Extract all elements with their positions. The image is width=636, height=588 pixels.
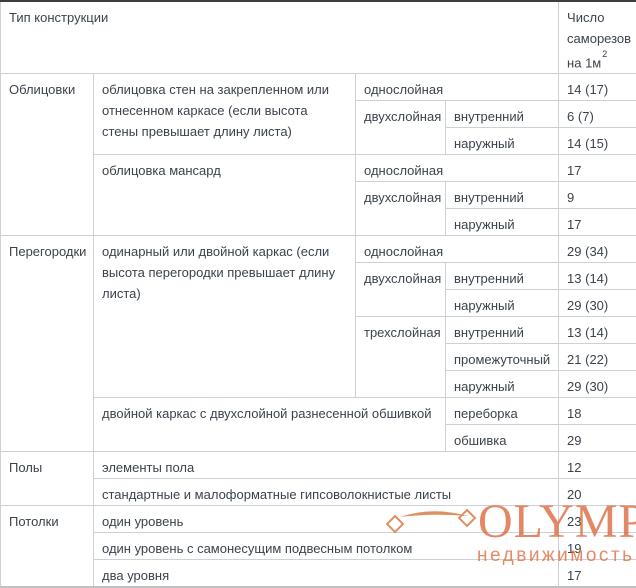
header-construction-type: Тип конструкции <box>1 1 559 74</box>
value-cell: 18 <box>559 398 636 425</box>
layer-cell: двухслойная <box>356 101 446 155</box>
description-cell: стандартные и малоформатные гипсоволокни… <box>94 479 559 506</box>
position-cell: промежуточный <box>446 344 559 371</box>
position-cell: внутренний <box>446 101 559 128</box>
description-cell: одинарный или двойной каркас (если высот… <box>94 236 356 398</box>
table-row: Потолки один уровень 23 <box>1 506 636 533</box>
category-cell: Перегородки <box>1 236 94 452</box>
value-cell: 21 (22) <box>559 344 636 371</box>
description-cell: облицовка стен на закрепленном или отнес… <box>94 74 356 155</box>
description-cell: облицовка мансард <box>94 155 356 236</box>
value-cell: 20 <box>559 479 636 506</box>
category-cell: Потолки <box>1 506 94 588</box>
position-cell: наружный <box>446 371 559 398</box>
table-row: один уровень с самонесущим подвесным пот… <box>1 533 636 560</box>
table-row: двойной каркас с двухслойной разнесенной… <box>1 398 636 425</box>
layer-cell: однослойная <box>356 74 559 101</box>
layer-cell: однослойная <box>356 236 559 263</box>
header-screw-count: Число саморезов на 1м2 <box>559 1 636 74</box>
value-cell: 9 <box>559 182 636 209</box>
position-cell: внутренний <box>446 263 559 290</box>
value-cell: 17 <box>559 560 636 588</box>
layer-cell: двухслойная <box>356 182 446 236</box>
value-cell: 12 <box>559 452 636 479</box>
description-cell: двойной каркас с двухслойной разнесенной… <box>94 398 446 452</box>
position-cell: наружный <box>446 128 559 155</box>
value-cell: 19 <box>559 533 636 560</box>
layer-cell: однослойная <box>356 155 559 182</box>
position-cell: внутренний <box>446 317 559 344</box>
table-row: Перегородки одинарный или двойной каркас… <box>1 236 636 263</box>
value-cell: 29 (34) <box>559 236 636 263</box>
superscript-2: 2 <box>602 49 607 59</box>
value-cell: 17 <box>559 155 636 182</box>
position-cell: наружный <box>446 290 559 317</box>
position-cell: внутренний <box>446 182 559 209</box>
position-cell: наружный <box>446 209 559 236</box>
table-row: облицовка мансард однослойная 17 <box>1 155 636 182</box>
table-row: Облицовки облицовка стен на закрепленном… <box>1 74 636 101</box>
description-cell: один уровень <box>94 506 559 533</box>
value-cell: 13 (14) <box>559 317 636 344</box>
value-cell: 13 (14) <box>559 263 636 290</box>
layer-cell: трехслойная <box>356 317 446 398</box>
value-cell: 29 <box>559 425 636 452</box>
position-cell: переборка <box>446 398 559 425</box>
value-cell: 29 (30) <box>559 290 636 317</box>
table-row: стандартные и малоформатные гипсоволокни… <box>1 479 636 506</box>
value-cell: 29 (30) <box>559 371 636 398</box>
table-header-row: Тип конструкции Число саморезов на 1м2 <box>1 1 636 74</box>
value-cell: 6 (7) <box>559 101 636 128</box>
description-cell: два уровня <box>94 560 559 588</box>
value-cell: 14 (17) <box>559 74 636 101</box>
table-row: два уровня 17 <box>1 560 636 588</box>
description-cell: элементы пола <box>94 452 559 479</box>
category-cell: Облицовки <box>1 74 94 236</box>
category-cell: Полы <box>1 452 94 506</box>
value-cell: 17 <box>559 209 636 236</box>
position-cell: обшивка <box>446 425 559 452</box>
description-cell: один уровень с самонесущим подвесным пот… <box>94 533 559 560</box>
table-row: Полы элементы пола 12 <box>1 452 636 479</box>
layer-cell: двухслойная <box>356 263 446 317</box>
value-cell: 14 (15) <box>559 128 636 155</box>
value-cell: 23 <box>559 506 636 533</box>
